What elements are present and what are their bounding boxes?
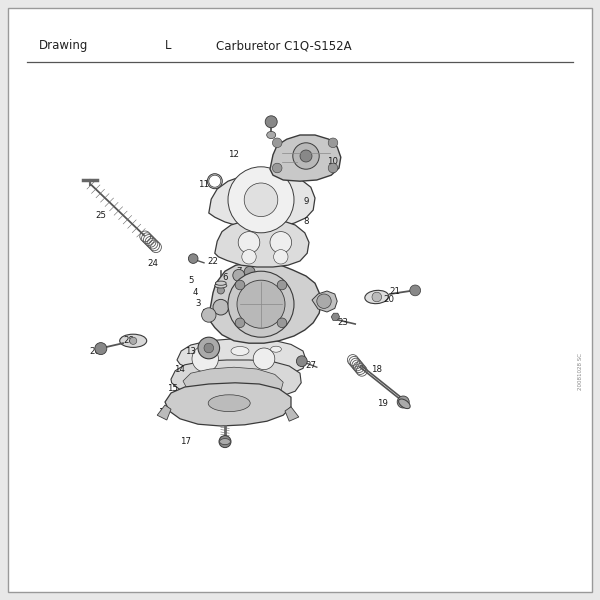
Circle shape: [228, 167, 294, 233]
Text: 22: 22: [208, 257, 218, 265]
Circle shape: [410, 285, 421, 296]
Circle shape: [317, 294, 331, 308]
Text: 19: 19: [377, 398, 388, 408]
Text: 3: 3: [195, 298, 201, 307]
Text: 21: 21: [389, 286, 400, 295]
Text: 12: 12: [229, 150, 239, 159]
Circle shape: [272, 163, 282, 173]
Circle shape: [228, 271, 294, 337]
Circle shape: [253, 348, 275, 370]
Text: 14: 14: [175, 364, 185, 373]
Text: 2,29: 2,29: [272, 313, 292, 323]
Text: 24: 24: [148, 259, 158, 268]
Circle shape: [266, 314, 277, 325]
Text: Drawing: Drawing: [39, 39, 88, 52]
Text: 18: 18: [371, 364, 382, 373]
Ellipse shape: [208, 395, 250, 412]
Ellipse shape: [231, 346, 249, 355]
Ellipse shape: [271, 346, 281, 352]
Text: 1: 1: [201, 308, 207, 318]
Circle shape: [277, 280, 287, 290]
Ellipse shape: [398, 399, 410, 409]
Text: L: L: [165, 39, 172, 52]
Circle shape: [198, 337, 220, 359]
Text: 5: 5: [188, 276, 194, 285]
Circle shape: [274, 250, 288, 264]
Text: 15: 15: [167, 385, 178, 394]
Text: 16: 16: [158, 408, 169, 418]
FancyBboxPatch shape: [8, 8, 592, 592]
Circle shape: [202, 308, 216, 322]
Circle shape: [293, 143, 319, 169]
Polygon shape: [285, 407, 299, 421]
Circle shape: [213, 299, 229, 315]
Polygon shape: [157, 405, 171, 420]
Text: 25: 25: [95, 211, 106, 220]
Ellipse shape: [365, 290, 389, 304]
Circle shape: [242, 250, 256, 264]
Circle shape: [188, 254, 198, 263]
Text: 17: 17: [181, 437, 191, 445]
Polygon shape: [215, 219, 309, 267]
Circle shape: [300, 150, 312, 162]
Text: 8: 8: [303, 217, 309, 226]
Circle shape: [233, 269, 245, 281]
Circle shape: [261, 307, 273, 319]
Text: 20081028 SC: 20081028 SC: [578, 353, 583, 391]
Polygon shape: [209, 263, 321, 343]
Polygon shape: [171, 360, 301, 402]
Ellipse shape: [266, 131, 276, 139]
Circle shape: [372, 292, 382, 302]
Polygon shape: [270, 135, 341, 181]
Circle shape: [235, 318, 245, 328]
Ellipse shape: [119, 334, 146, 347]
Text: 9: 9: [304, 196, 308, 205]
Circle shape: [272, 138, 282, 148]
Circle shape: [328, 163, 338, 173]
Circle shape: [217, 287, 224, 294]
Text: 27: 27: [305, 361, 316, 370]
Circle shape: [328, 138, 338, 148]
Text: 13: 13: [185, 346, 196, 355]
Circle shape: [235, 280, 245, 290]
Circle shape: [277, 318, 287, 328]
Circle shape: [397, 396, 409, 408]
Circle shape: [219, 436, 231, 448]
Ellipse shape: [215, 281, 226, 286]
Text: 4: 4: [192, 287, 198, 296]
Circle shape: [238, 232, 260, 253]
Ellipse shape: [220, 439, 230, 445]
Circle shape: [296, 356, 307, 367]
Circle shape: [270, 232, 292, 253]
Polygon shape: [312, 291, 337, 312]
Circle shape: [95, 343, 107, 355]
Text: 26: 26: [89, 346, 100, 355]
Text: 6: 6: [222, 272, 228, 281]
Circle shape: [192, 346, 218, 372]
Circle shape: [244, 183, 278, 217]
Text: 20: 20: [383, 295, 394, 304]
Text: 10: 10: [328, 157, 338, 166]
Circle shape: [265, 116, 277, 128]
Text: 28: 28: [124, 336, 134, 346]
Polygon shape: [165, 383, 291, 426]
Circle shape: [204, 343, 214, 353]
Ellipse shape: [208, 174, 222, 188]
Text: 11: 11: [199, 180, 209, 190]
Circle shape: [130, 337, 137, 344]
Text: 7: 7: [236, 266, 242, 275]
Polygon shape: [177, 339, 306, 379]
Polygon shape: [331, 313, 340, 320]
Ellipse shape: [215, 283, 227, 288]
Text: Carburetor C1Q-S152A: Carburetor C1Q-S152A: [216, 39, 352, 52]
Text: 23: 23: [338, 318, 349, 328]
Polygon shape: [209, 173, 315, 228]
Circle shape: [244, 266, 255, 277]
Circle shape: [237, 280, 285, 328]
Circle shape: [209, 175, 221, 187]
Polygon shape: [183, 367, 283, 400]
